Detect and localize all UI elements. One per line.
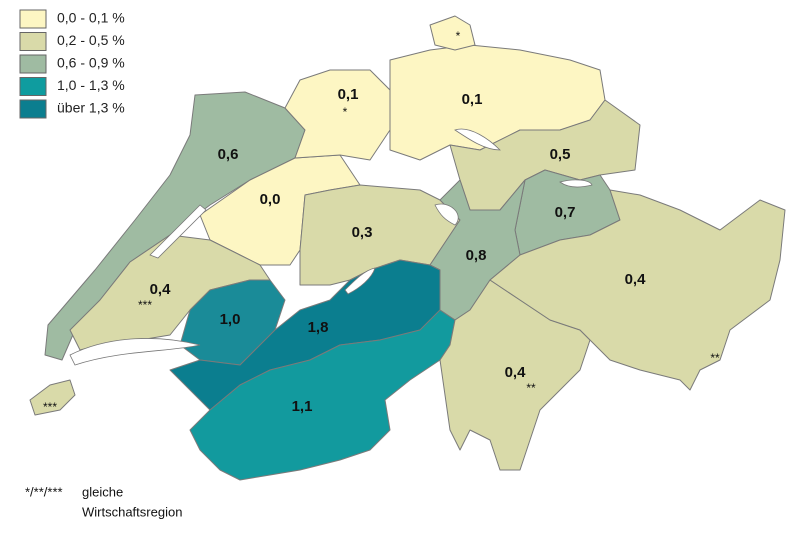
region-label: 1,0 — [220, 311, 241, 328]
lake — [559, 179, 593, 188]
marker: *** — [138, 298, 152, 312]
lake — [434, 203, 459, 226]
footnote-text: gleiche — [82, 484, 123, 499]
legend-label: 0,0 - 0,1 % — [57, 10, 125, 26]
lake — [344, 267, 376, 295]
marker: ** — [710, 351, 720, 365]
legend-swatch — [19, 32, 47, 51]
region-label: 0,4 — [625, 271, 647, 288]
region-label: 0,1 — [462, 91, 483, 108]
footnote-text: Wirtschaftsregion — [82, 504, 182, 519]
region-label: 0,5 — [550, 146, 571, 163]
region — [489, 189, 786, 391]
legend-label: 0,2 - 0,5 % — [57, 32, 125, 48]
region-label: 0,1 — [338, 86, 359, 103]
regions — [29, 15, 786, 481]
legend-label: 0,6 - 0,9 % — [57, 55, 125, 71]
markers: * * *** ** ** *** — [43, 29, 720, 414]
legend-swatch — [19, 77, 47, 96]
region-labels: 0,6 0,0 0,1 0,1 0,5 0,7 0,3 0,8 0,4 1,0 … — [150, 86, 647, 415]
legend-label: über 1,3 % — [57, 100, 125, 116]
region — [439, 279, 591, 471]
region-label: 0,8 — [466, 247, 487, 264]
marker: * — [456, 29, 461, 43]
marker: ** — [526, 381, 536, 395]
region-label: 0,0 — [260, 191, 281, 208]
legend-swatch — [19, 9, 47, 29]
lake — [149, 204, 207, 259]
lake — [69, 338, 201, 366]
region-label: 0,4 — [505, 364, 527, 381]
lakes — [69, 128, 593, 366]
footnote: */**/*** gleiche Wirtschaftsregion — [25, 484, 182, 519]
footnote-marker: */**/*** — [25, 484, 63, 499]
legend-label: 1,0 - 1,3 % — [57, 77, 125, 93]
region — [284, 69, 391, 161]
region — [429, 15, 476, 51]
marker: * — [343, 105, 348, 119]
region-label: 0,3 — [352, 224, 373, 241]
region — [29, 379, 76, 416]
region — [189, 309, 456, 481]
region-label: 0,7 — [555, 204, 576, 221]
legend-swatch — [19, 54, 47, 74]
region-label: 1,8 — [308, 319, 329, 336]
legend: 0,0 - 0,1 % 0,2 - 0,5 % 0,6 - 0,9 % 1,0 - 1… — [19, 9, 125, 119]
region-label: 0,4 — [150, 281, 172, 298]
legend-swatch — [19, 99, 47, 119]
region-label: 1,1 — [292, 398, 313, 415]
marker: *** — [43, 400, 57, 414]
region-label: 0,6 — [218, 146, 239, 163]
lake — [454, 128, 501, 151]
